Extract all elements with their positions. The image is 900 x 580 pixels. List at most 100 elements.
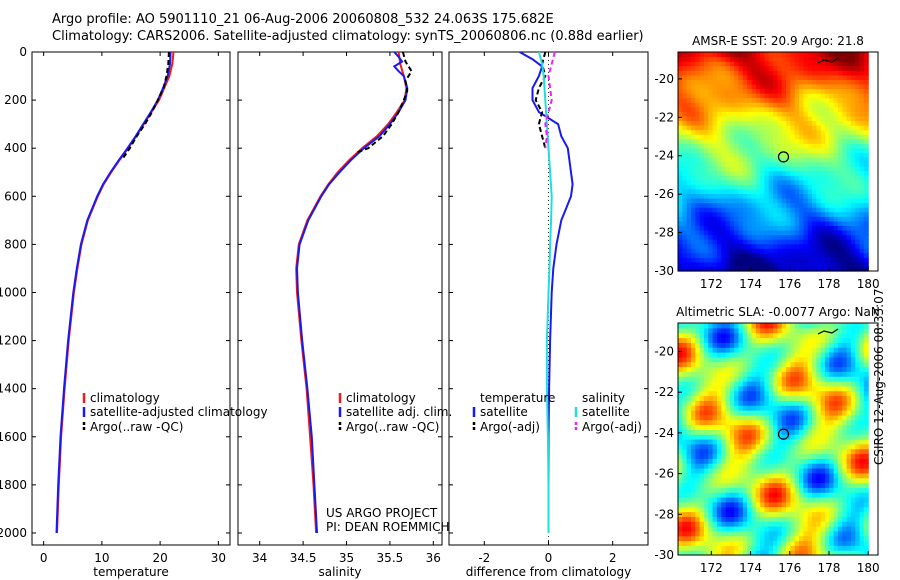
- map-cell: [682, 188, 688, 195]
- map-cell: [812, 61, 817, 67]
- map-cell: [863, 371, 869, 377]
- map-cell: [803, 434, 809, 440]
- map-cell: [734, 188, 740, 195]
- map-cell: [734, 83, 740, 90]
- map-cell: [729, 79, 735, 85]
- map-cell: [824, 156, 830, 163]
- map-cell: [755, 129, 761, 135]
- map-cell: [816, 448, 822, 455]
- map-cell: [755, 175, 761, 181]
- map-cell: [768, 115, 774, 122]
- map-cell: [725, 337, 731, 343]
- map-cell: [725, 453, 731, 459]
- map-cell: [807, 83, 813, 90]
- map-cell: [738, 395, 744, 401]
- map-cell: [790, 156, 796, 163]
- map-cell: [777, 550, 783, 556]
- map-cell: [850, 261, 856, 268]
- map-cell: [773, 526, 779, 532]
- map-cell: [837, 143, 843, 149]
- map-cell: [807, 88, 813, 94]
- y-tick-label: 600: [4, 189, 27, 203]
- map-cell: [703, 125, 709, 131]
- map-cell: [690, 225, 696, 231]
- map-cell: [829, 332, 835, 339]
- map-cell: [790, 134, 796, 140]
- map-cell: [738, 83, 744, 90]
- map-cell: [708, 347, 714, 353]
- map-cell: [794, 65, 800, 71]
- map-cell: [842, 175, 848, 181]
- map-cell: [781, 419, 787, 426]
- map-cell: [699, 477, 705, 484]
- map-cell: [768, 65, 774, 71]
- map-cell: [764, 134, 770, 140]
- map-cell: [799, 526, 804, 532]
- map-cell: [768, 70, 774, 76]
- map-cell: [708, 419, 714, 426]
- map-cell: [799, 540, 804, 546]
- map-cell: [738, 376, 744, 382]
- map-cell: [751, 56, 757, 62]
- map-cell: [751, 453, 757, 459]
- map-cell: [829, 243, 835, 249]
- map-cell: [781, 366, 787, 372]
- map-cell: [846, 376, 852, 382]
- map-cell: [764, 540, 770, 546]
- map-cell: [686, 477, 692, 484]
- map-cell: [846, 492, 852, 498]
- map-cell: [734, 202, 740, 208]
- map-cell: [678, 115, 683, 122]
- map-cell: [833, 390, 839, 397]
- map-cell: [721, 225, 727, 231]
- map-cell: [777, 248, 783, 254]
- map-cell: [695, 184, 701, 190]
- map-cell: [863, 332, 869, 339]
- map-cell: [703, 463, 709, 469]
- map-cell: [755, 125, 761, 131]
- map-cell: [837, 410, 843, 416]
- map-cell: [716, 337, 722, 343]
- map-cell: [764, 390, 770, 397]
- map-cell: [812, 545, 817, 551]
- map-cell: [790, 327, 796, 334]
- map-cell: [712, 125, 718, 131]
- map-cell: [712, 448, 718, 455]
- map-cell: [690, 535, 696, 542]
- map-cell: [699, 439, 705, 445]
- map-cell: [773, 468, 779, 474]
- map-cell: [764, 239, 770, 245]
- map-cell: [747, 70, 753, 76]
- map-cell: [816, 229, 822, 236]
- map-cell: [747, 83, 753, 90]
- map-cell: [703, 156, 709, 163]
- map-cell: [734, 468, 740, 474]
- map-cell: [781, 550, 787, 556]
- map-cell: [690, 463, 696, 469]
- map-cell: [837, 170, 843, 176]
- map-cell: [764, 138, 770, 144]
- map-cell: [721, 323, 727, 329]
- map-cell: [812, 414, 817, 421]
- map-cell: [699, 70, 705, 76]
- map-cell: [794, 61, 800, 67]
- map-cell: [790, 526, 796, 532]
- map-cell: [799, 332, 804, 339]
- map-cell: [824, 79, 830, 85]
- map-cell: [863, 261, 869, 268]
- map-cell: [712, 337, 718, 343]
- map-cell: [742, 97, 748, 103]
- map-cell: [863, 115, 869, 122]
- map-cell: [678, 111, 683, 117]
- map-cell: [764, 424, 770, 430]
- map-cell: [690, 147, 696, 153]
- map-cell: [729, 166, 735, 172]
- map-cell: [807, 115, 813, 122]
- map-cell: [833, 161, 839, 167]
- map-cell: [755, 93, 761, 99]
- map-cell: [863, 439, 869, 445]
- map-cell: [820, 410, 826, 416]
- map-cell: [708, 243, 714, 249]
- map-cell: [842, 356, 848, 363]
- map-cell: [678, 102, 683, 108]
